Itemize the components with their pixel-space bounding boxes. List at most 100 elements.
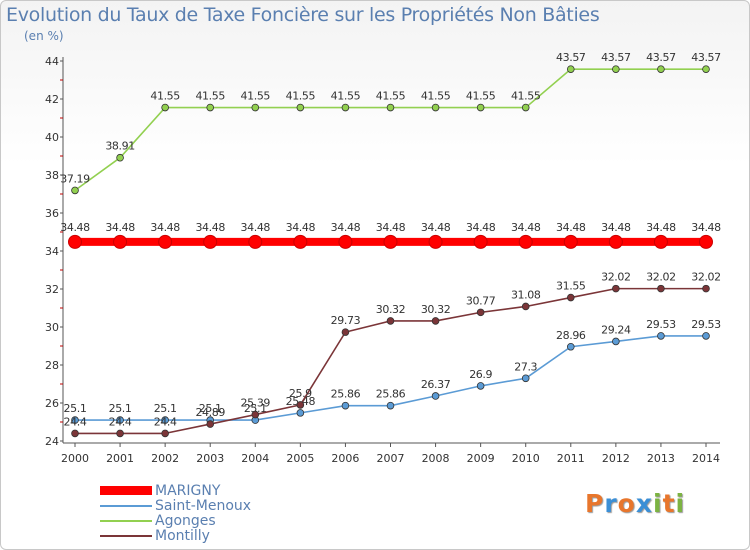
data-point (431, 392, 440, 400)
data-label: 32.02 (691, 271, 721, 284)
legend-item-montilly[interactable]: Montilly (100, 528, 340, 544)
data-point (68, 234, 82, 249)
data-point (428, 234, 443, 249)
legend-swatch-saint-menoux (100, 505, 152, 507)
data-label: 25.1 (199, 402, 222, 415)
data-point (296, 103, 305, 112)
data-point (71, 416, 79, 424)
data-point (386, 317, 395, 325)
chart-title: Evolution du Taux de Taxe Foncière sur l… (6, 4, 600, 26)
x-tick-label: 2007 (377, 452, 405, 465)
data-point (296, 409, 305, 417)
data-label: 24.89 (195, 406, 225, 419)
unit-label: (en %) (24, 29, 64, 43)
x-tick-label: 2006 (331, 452, 359, 465)
data-label: 25.39 (241, 397, 271, 410)
data-point (657, 65, 665, 73)
data-point (206, 103, 215, 112)
legend-label-saint-menoux: Saint-Menoux (155, 498, 252, 514)
data-label: 27.3 (514, 360, 537, 373)
x-tick-label: 2011 (557, 452, 585, 465)
data-label: 41.55 (421, 90, 451, 103)
legend-item-marigny[interactable]: MARIGNY (100, 483, 340, 499)
data-label: 41.55 (195, 90, 225, 103)
data-point (476, 382, 485, 390)
y-tick-label: 28 (45, 359, 59, 372)
proxiti-logo: Proxiti (585, 489, 685, 518)
legend: MARIGNY Saint-Menoux Agonges Montilly (100, 483, 340, 544)
data-label: 28.96 (556, 329, 586, 342)
logo-letter: t (662, 489, 676, 518)
data-label: 43.57 (646, 51, 676, 64)
logo-letter: i (675, 489, 686, 518)
data-label: 43.57 (601, 51, 631, 64)
data-label: 34.48 (105, 221, 135, 234)
legend-label-marigny: MARIGNY (155, 483, 221, 499)
data-label: 38.91 (105, 140, 135, 153)
data-point (251, 103, 260, 112)
data-label: 41.55 (241, 90, 271, 103)
data-label: 25.86 (331, 388, 361, 401)
legend-label-agonges: Agonges (155, 513, 216, 529)
data-point (71, 429, 79, 438)
logo-letter: i (653, 489, 663, 518)
data-label: 37.19 (60, 172, 90, 185)
data-point (608, 234, 623, 249)
x-tick-label: 2002 (151, 452, 179, 465)
data-point (251, 410, 260, 419)
data-label: 26.37 (421, 378, 451, 391)
data-label: 25.1 (154, 402, 177, 415)
data-label: 31.08 (511, 288, 541, 301)
y-tick-label: 40 (45, 131, 59, 144)
data-label: 34.48 (601, 221, 631, 234)
logo-letter: r (604, 489, 618, 518)
data-point (116, 429, 124, 438)
data-label: 41.55 (376, 90, 406, 103)
data-point (657, 284, 665, 293)
x-tick-label: 2013 (647, 452, 675, 465)
data-label: 34.48 (421, 221, 451, 234)
data-label: 34.48 (511, 221, 541, 234)
y-tick-label: 36 (45, 207, 59, 220)
data-point (203, 234, 218, 249)
data-label: 30.32 (421, 303, 451, 316)
data-point (293, 234, 308, 249)
data-point (161, 429, 169, 438)
data-point (341, 103, 350, 112)
data-label: 29.53 (646, 318, 676, 331)
x-tick-label: 2001 (106, 452, 134, 465)
legend-item-agonges[interactable]: Agonges (100, 513, 340, 529)
data-label: 41.55 (150, 90, 180, 103)
data-label: 41.55 (511, 90, 541, 103)
data-point (699, 234, 713, 249)
data-label: 25.86 (376, 388, 406, 401)
data-point (431, 103, 440, 112)
data-label: 30.32 (376, 303, 406, 316)
data-label: 41.55 (286, 90, 316, 103)
data-point (116, 416, 124, 424)
data-label: 25.1 (109, 402, 132, 415)
data-label: 31.55 (556, 280, 586, 293)
data-label: 41.55 (466, 90, 496, 103)
x-tick-label: 2012 (602, 452, 630, 465)
data-point (158, 234, 173, 249)
data-label: 43.57 (556, 51, 586, 64)
data-label: 30.77 (466, 294, 496, 307)
data-label: 25.1 (244, 402, 267, 415)
data-point (476, 308, 485, 317)
data-point (383, 234, 398, 249)
legend-label-montilly: Montilly (155, 528, 210, 544)
data-point (338, 234, 353, 249)
data-point (702, 284, 710, 293)
data-point (653, 234, 668, 249)
data-point (657, 332, 665, 340)
data-point (341, 401, 350, 410)
legend-item-saint-menoux[interactable]: Saint-Menoux (100, 498, 340, 514)
x-tick-label: 2003 (196, 452, 224, 465)
data-label: 34.48 (646, 221, 676, 234)
data-label: 26.9 (469, 368, 492, 381)
x-tick-label: 2008 (422, 452, 450, 465)
data-label: 34.48 (150, 221, 180, 234)
data-point (612, 337, 620, 346)
